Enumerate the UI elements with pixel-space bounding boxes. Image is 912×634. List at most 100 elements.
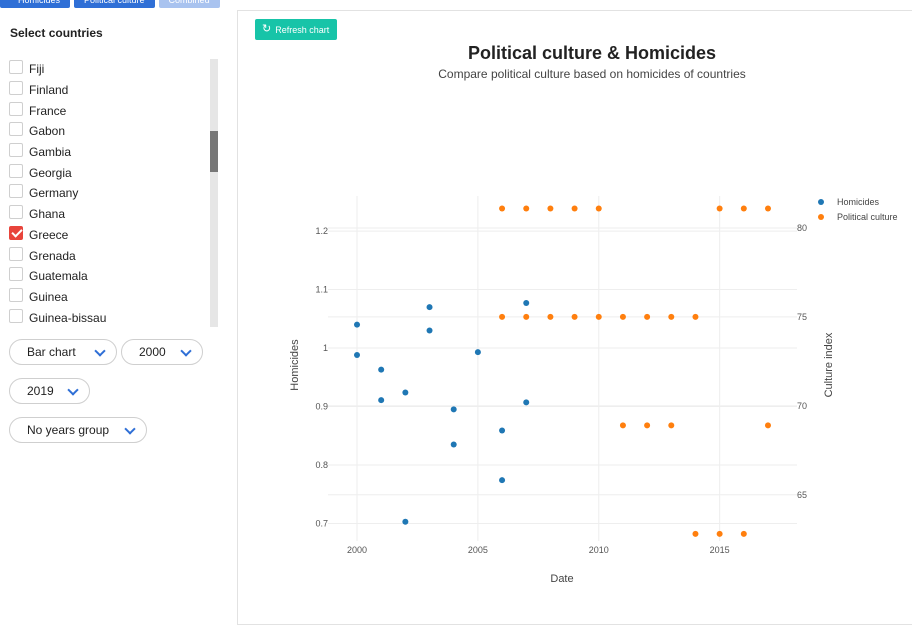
tab-combined[interactable]: Combined (158, 0, 220, 8)
data-point (402, 389, 409, 396)
y2-tick-label: 75 (797, 312, 807, 322)
x-tick-label: 2015 (710, 545, 730, 555)
checkbox[interactable] (9, 101, 23, 116)
country-item[interactable]: Ghana (9, 204, 209, 225)
y-tick-label: 0.9 (315, 402, 328, 412)
data-point (354, 321, 361, 328)
year-to-select[interactable]: 2019 (9, 378, 90, 404)
country-label: Ghana (29, 207, 66, 222)
x-tick-label: 2005 (468, 545, 488, 555)
data-point (547, 205, 554, 212)
checkbox[interactable] (9, 184, 23, 199)
legend-label: Political culture (837, 212, 898, 222)
y-tick-label: 1.2 (315, 226, 328, 236)
data-point (450, 441, 457, 448)
country-label: Grenada (29, 248, 76, 263)
checkbox[interactable] (9, 205, 23, 220)
country-label: Gabon (29, 124, 66, 139)
refresh-chart-label: Refresh chart (275, 24, 330, 35)
checkbox[interactable] (9, 143, 23, 158)
data-point (595, 313, 602, 320)
year-from-select[interactable]: 2000 (121, 339, 203, 365)
years-group-value: No years group (27, 423, 110, 437)
data-point (619, 422, 626, 429)
data-point (499, 427, 506, 434)
country-label: France (29, 103, 67, 118)
checkbox[interactable] (9, 163, 23, 178)
chart-type-select[interactable]: Bar chart (9, 339, 117, 365)
country-item[interactable]: Gabon (9, 121, 209, 142)
data-point (644, 313, 651, 320)
checkbox[interactable] (9, 246, 23, 261)
data-point (619, 313, 626, 320)
checkbox[interactable] (9, 122, 23, 137)
country-item[interactable]: Guatemala (9, 266, 209, 287)
checkbox[interactable] (9, 308, 23, 323)
country-label: Fiji (29, 62, 45, 77)
country-item[interactable]: Grenada (9, 245, 209, 266)
country-item[interactable]: Fiji (9, 59, 209, 80)
view-tabs: Homicides Political culture Combined (0, 0, 220, 8)
country-label: Gambia (29, 145, 72, 160)
data-point (354, 352, 361, 359)
data-point (523, 205, 530, 212)
legend-marker (818, 214, 824, 220)
country-label: Greece (29, 227, 69, 242)
country-item[interactable]: Guinea-bissau (9, 307, 209, 327)
country-item[interactable]: Germany (9, 183, 209, 204)
data-point (644, 422, 651, 429)
data-point (668, 422, 675, 429)
country-list: Fiji Finland France Gabon Gambia Georgia Germa… (9, 59, 209, 327)
country-label: Guinea-bissau (29, 310, 107, 325)
data-point (523, 313, 530, 320)
country-item[interactable]: Finland (9, 80, 209, 101)
y2-tick-label: 70 (797, 401, 807, 411)
data-point (523, 300, 530, 307)
country-label: Germany (29, 186, 79, 201)
tab-political-culture[interactable]: Political culture (74, 0, 155, 8)
refresh-chart-button[interactable]: ↻ Refresh chart (255, 19, 338, 40)
x-tick-label: 2010 (589, 545, 609, 555)
data-point (716, 530, 723, 537)
data-point (499, 477, 506, 484)
data-point (547, 313, 554, 320)
y-tick-label: 0.8 (315, 460, 328, 470)
data-point (716, 205, 723, 212)
data-point (499, 205, 506, 212)
data-point (499, 313, 506, 320)
checkbox-checked[interactable] (9, 225, 23, 240)
data-point (474, 349, 481, 356)
tab-homicides[interactable]: Homicides (0, 0, 71, 8)
country-item[interactable]: France (9, 100, 209, 121)
data-point (523, 399, 530, 406)
country-item[interactable]: Gambia (9, 142, 209, 163)
checkbox[interactable] (9, 267, 23, 282)
checkbox[interactable] (9, 60, 23, 75)
data-point (378, 366, 385, 373)
y-tick-label: 1 (323, 343, 328, 353)
country-label: Georgia (29, 165, 72, 180)
scrollbar-thumb[interactable] (210, 131, 218, 172)
data-point (426, 304, 433, 311)
country-item[interactable]: Georgia (9, 162, 209, 183)
checkbox[interactable] (9, 81, 23, 96)
legend-label: Homicides (837, 197, 880, 207)
country-item[interactable]: Greece (9, 225, 209, 246)
data-point (571, 205, 578, 212)
x-axis-label: Date (550, 573, 573, 585)
country-label: Guinea (29, 289, 68, 304)
y-axis-label: Homicides (289, 339, 301, 391)
checkbox[interactable] (9, 287, 23, 302)
data-point (595, 205, 602, 212)
data-point (740, 530, 747, 537)
country-item[interactable]: Guinea (9, 287, 209, 308)
country-list-scrollbar[interactable] (210, 59, 218, 327)
years-group-select[interactable]: No years group (9, 417, 147, 443)
data-point (450, 406, 457, 413)
y2-axis-label: Culture index (823, 332, 835, 397)
legend-marker (818, 199, 824, 205)
data-point (402, 518, 409, 525)
data-point (426, 327, 433, 334)
data-point (764, 205, 771, 212)
y-tick-label: 1.1 (315, 285, 328, 295)
